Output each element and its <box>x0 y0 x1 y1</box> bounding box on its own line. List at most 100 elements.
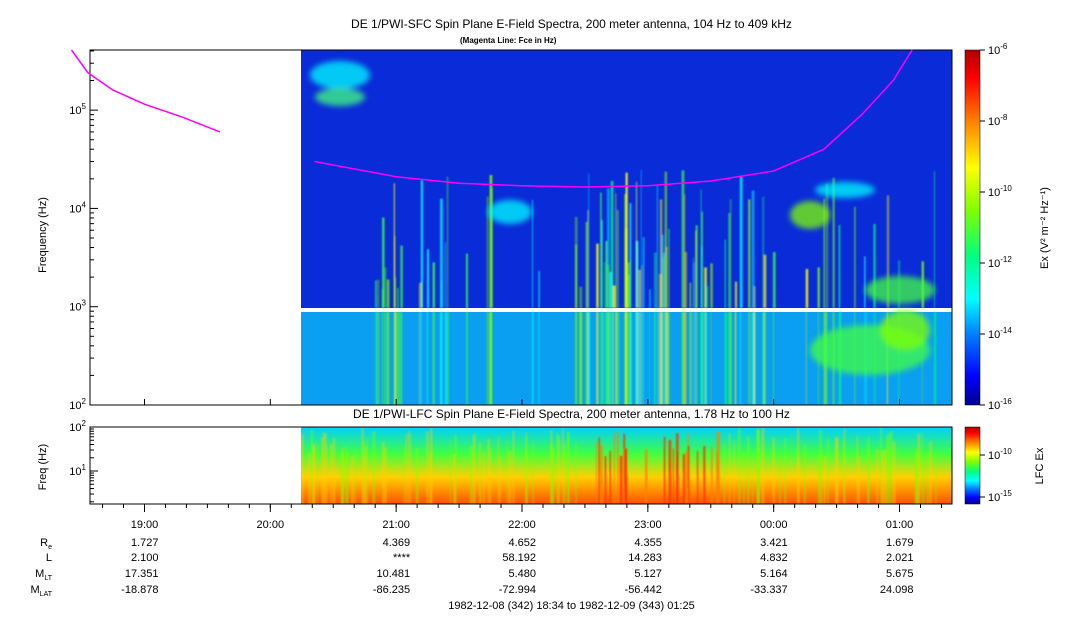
sfc-streak-low <box>489 312 493 405</box>
sfc-streak <box>624 194 627 308</box>
sfc-streak <box>683 194 686 308</box>
ephemeris-value: -33.337 <box>750 584 787 596</box>
lfc-ytick-label: 102 <box>69 419 86 434</box>
sfc-streak-low <box>933 312 937 405</box>
ephemeris-value: -86.235 <box>373 584 410 596</box>
sfc-streak-low <box>692 312 695 405</box>
sfc-streak-low <box>426 312 428 405</box>
lfc-streak <box>310 429 313 504</box>
lfc-streak <box>843 439 845 504</box>
sfc-streak <box>751 190 755 308</box>
lfc-streak <box>915 452 917 504</box>
sfc-ytick-label: 102 <box>69 397 86 412</box>
sfc-streak-low <box>805 312 807 405</box>
lfc-streak <box>733 440 735 504</box>
sfc-plot-frame <box>89 49 953 406</box>
sfc-streak <box>386 279 390 308</box>
sfc-streak <box>705 282 707 308</box>
sfc-streak-low <box>596 312 599 405</box>
sfc-streak <box>610 181 614 308</box>
sfc-streak-low <box>638 312 641 405</box>
lfc-streak <box>454 434 457 504</box>
lfc-streak <box>323 433 327 504</box>
sfc-streak <box>823 198 825 308</box>
lfc-streak <box>711 447 713 504</box>
sfc-colorbar-label: Ex (V² m⁻² Hz⁻¹) <box>1039 187 1051 269</box>
sfc-colorbar-tick-label: 10-14 <box>988 326 1012 341</box>
sfc-streak-low <box>748 312 751 405</box>
sfc-streak-low <box>610 312 614 405</box>
lfc-streak <box>836 436 839 504</box>
ephemeris-value: 5.480 <box>508 568 536 580</box>
sfc-streak <box>933 171 935 308</box>
sfc-streak <box>825 183 829 308</box>
lfc-streak <box>405 434 407 504</box>
sfc-streak-low <box>653 312 656 405</box>
lfc-streak <box>308 453 311 504</box>
sfc-streak <box>600 192 602 308</box>
lfc-plot-frame <box>89 426 953 505</box>
sfc-streak-low <box>616 312 620 405</box>
sfc-streak <box>640 170 642 308</box>
lfc-streak <box>557 436 560 504</box>
sfc-streak-low <box>609 312 612 405</box>
sfc-emission-patch <box>315 88 365 106</box>
sfc-streak-low <box>382 312 384 405</box>
lfc-streak <box>525 435 527 504</box>
sfc-streak-low <box>375 312 378 405</box>
sfc-streak <box>873 224 876 308</box>
xtick-label: 01:00 <box>886 519 914 531</box>
xtick-label: 20:00 <box>257 519 285 531</box>
lfc-streak <box>867 437 870 504</box>
sfc-streak <box>596 243 599 308</box>
ephemeris-value: 2.100 <box>131 552 159 564</box>
sfc-streak <box>432 262 436 308</box>
sfc-streak <box>684 252 687 308</box>
ephemeris-value: **** <box>393 552 411 564</box>
lfc-streak <box>415 447 419 504</box>
sfc-streak-low <box>635 312 637 405</box>
sfc-streak <box>689 282 692 308</box>
sfc-emission-patch <box>865 276 935 304</box>
sfc-streak <box>625 172 628 308</box>
sfc-streak <box>626 262 630 308</box>
sfc-streak <box>805 269 809 308</box>
sfc-streak-low <box>625 312 628 405</box>
lfc-streak <box>687 445 690 504</box>
lfc-streak <box>487 439 491 504</box>
lfc-streak <box>407 431 410 504</box>
lfc-streak <box>409 433 412 504</box>
sfc-streak-low <box>394 312 397 405</box>
lfc-streak <box>624 448 628 504</box>
lfc-streak <box>403 446 405 504</box>
sfc-streak-low <box>642 312 645 405</box>
sfc-streak-low <box>384 312 386 405</box>
sfc-streak-low <box>386 312 390 405</box>
ephemeris-value: 3.421 <box>760 537 788 549</box>
sfc-streak-low <box>627 312 630 405</box>
xtick-label: 00:00 <box>760 519 788 531</box>
sfc-streak <box>739 176 743 308</box>
sfc-streak <box>615 193 617 308</box>
sfc-streak-low <box>585 312 588 405</box>
sfc-streak <box>606 265 610 308</box>
sfc-streak <box>886 195 890 308</box>
sfc-streak <box>629 259 632 308</box>
lfc-streak <box>490 449 492 504</box>
lfc-streak <box>856 435 859 504</box>
lfc-streak <box>301 434 304 504</box>
lfc-streak <box>823 456 826 504</box>
lfc-streak <box>330 444 333 504</box>
lfc-streak <box>819 430 822 504</box>
lfc-streak <box>469 445 473 504</box>
sfc-streak-low <box>665 312 669 405</box>
lfc-streak <box>499 456 501 504</box>
sfc-streak <box>681 170 685 308</box>
sfc-streak <box>376 279 380 308</box>
lfc-streak <box>564 443 566 504</box>
lfc-streak <box>757 429 760 504</box>
lfc-streak <box>340 452 343 504</box>
sfc-streak <box>656 184 658 308</box>
sfc-streak <box>668 228 670 308</box>
